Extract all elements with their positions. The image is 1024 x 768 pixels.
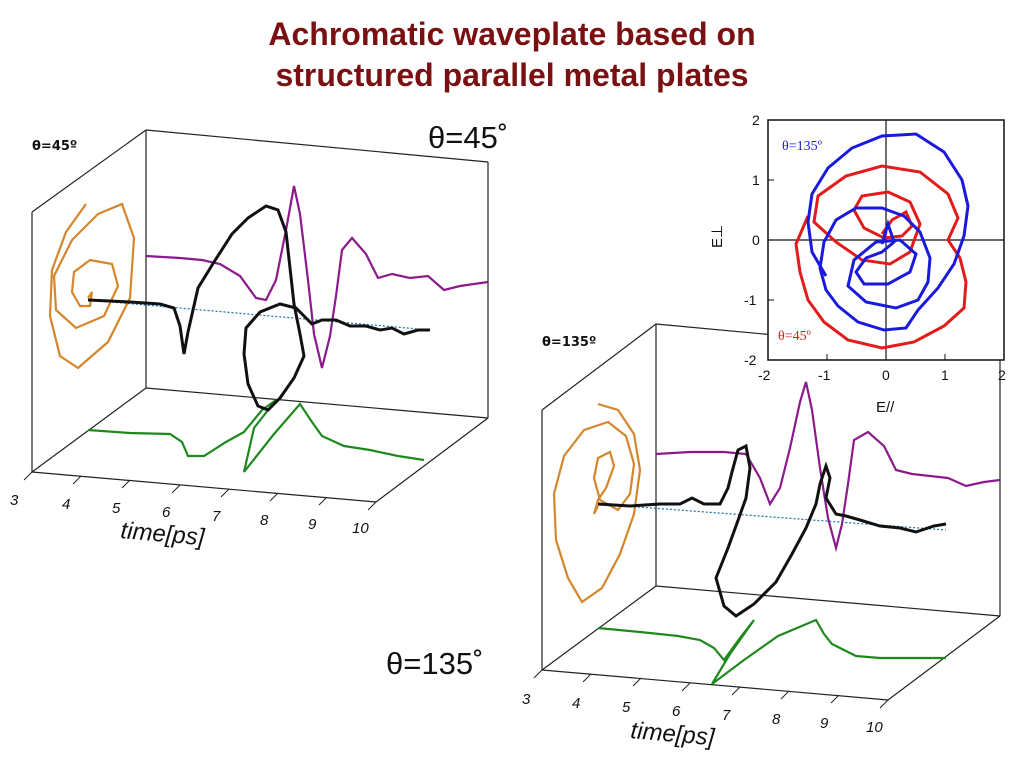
dotted-axis-line — [87, 299, 431, 331]
blue-polarization-trace — [806, 132, 970, 332]
polarization-plot: -2 -1 0 1 2 2 1 0 -1 -2 E// E⊥ θ=135º θ=… — [709, 112, 1006, 416]
waveform-3d-plot-45: 3 4 5 6 7 8 9 10 time[ps] θ=45º — [10, 129, 489, 551]
time-tick-10: 10 — [352, 520, 369, 537]
time-tick-9: 9 — [820, 715, 829, 732]
time-tick-10: 10 — [866, 719, 883, 736]
title-line-1: Achromatic waveplate based on — [268, 16, 756, 52]
x-tick-2: 2 — [998, 367, 1006, 383]
time-tick-5: 5 — [622, 699, 631, 716]
waveform-3d-plot-135: 3 4 5 6 7 8 9 10 time[ps] θ=135º — [522, 323, 1001, 751]
plot2-corner-label: θ=135º — [542, 335, 596, 350]
black-trace — [597, 443, 947, 618]
slide-title: Achromatic waveplate based on structured… — [0, 14, 1024, 96]
y-tick-2: 2 — [752, 112, 760, 128]
plot1-corner-label: θ=45º — [32, 139, 77, 154]
orange-spiral-trace — [552, 402, 642, 604]
y-tick-0: 0 — [752, 232, 760, 248]
time-tick-6: 6 — [672, 703, 681, 720]
red-polarization-trace — [794, 164, 968, 350]
time-tick-7: 7 — [212, 508, 221, 525]
red-series-label: θ=45º — [778, 329, 812, 344]
blue-series-label: θ=135º — [782, 139, 823, 154]
x-tick-0: 0 — [882, 367, 890, 383]
time-tick-8: 8 — [260, 512, 269, 529]
x-tick-1: 1 — [941, 367, 949, 383]
title-line-2: structured parallel metal plates — [275, 57, 749, 93]
time-tick-6: 6 — [162, 504, 171, 521]
purple-trace — [655, 381, 1001, 553]
black-trace — [87, 204, 430, 412]
y-tick-neg2: -2 — [744, 352, 757, 368]
time-axis-title: time[ps] — [119, 517, 206, 551]
time-tick-7: 7 — [722, 707, 731, 724]
x-tick-neg2: -2 — [758, 367, 771, 383]
time-tick-9: 9 — [308, 516, 317, 533]
time-axis-title: time[ps] — [629, 717, 716, 751]
y-tick-neg1: -1 — [744, 292, 757, 308]
green-trace — [87, 399, 425, 473]
x-axis-label: E// — [876, 399, 895, 416]
time-tick-4: 4 — [62, 496, 70, 513]
orange-spiral-trace — [48, 202, 136, 370]
time-tick-4: 4 — [572, 695, 580, 712]
time-tick-3: 3 — [522, 691, 531, 708]
y-axis-label: E⊥ — [709, 225, 726, 248]
green-trace — [597, 618, 946, 685]
time-tick-3: 3 — [10, 492, 19, 509]
time-tick-8: 8 — [772, 711, 781, 728]
theta-45-label: θ=45˚ — [428, 120, 509, 155]
time-tick-5: 5 — [112, 500, 121, 517]
x-tick-neg1: -1 — [818, 367, 831, 383]
theta-135-label: θ=135˚ — [386, 646, 484, 681]
y-tick-1: 1 — [752, 172, 760, 188]
purple-trace — [145, 185, 489, 369]
